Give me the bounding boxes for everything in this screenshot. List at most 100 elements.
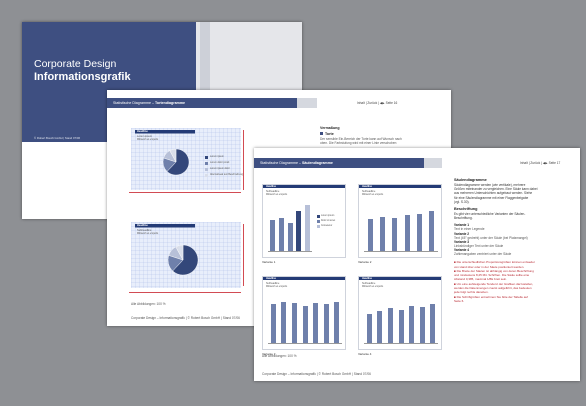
- page-number: 16: [393, 101, 398, 105]
- section-heading-saeulen: Säulendiagramme: [454, 178, 487, 182]
- nav-zurueck[interactable]: Zurück: [530, 161, 541, 165]
- bullet-list: ■ Die unterschiedlichen Proportionsgröße…: [454, 260, 576, 303]
- thumbnail-caption: Variante 4: [358, 352, 372, 356]
- text-line: aus mehreren Unterschichten aufgebaut we…: [454, 191, 533, 196]
- thumbnail-subtitle: Mittwoch et emporis: [266, 193, 288, 197]
- pie-slice: [172, 244, 199, 276]
- pie-chart-2-frame: Headline Subheadline Mittwoch et emporis: [131, 222, 241, 288]
- column-bar: [281, 301, 287, 343]
- thumbnail-subtitle: Subheadline: [266, 282, 280, 285]
- column-bar: [377, 310, 383, 343]
- thumbnail-subtitle: Subheadline: [362, 282, 376, 285]
- text-line: Es gibt vier unterschiedliche Varianten …: [454, 212, 526, 217]
- header-gray-block: [424, 158, 442, 168]
- nav-inhalt[interactable]: Inhalt: [520, 161, 528, 165]
- column-bar: [323, 304, 329, 343]
- nav-inhalt[interactable]: Inhalt: [357, 101, 365, 105]
- column-bar: [417, 214, 422, 251]
- right-column: Säulendiagramme Säulendiagramme werden (…: [454, 178, 576, 303]
- bullet-line: jede folgt rechts daneben.: [454, 290, 489, 295]
- page-nav: Inhalt | Zurück | ◀▶ Seite 17: [520, 161, 561, 165]
- thumbnail-subtitle: Mittwoch et emporis: [362, 193, 384, 197]
- thumbnail-caption: Variante 1: [262, 260, 276, 264]
- variant-title: Variante 1: [454, 223, 470, 228]
- note-text-2: oben. Die Farbstufung wird mit einer Lin…: [320, 141, 397, 145]
- thumbnail-headline-bar: [359, 277, 441, 280]
- page-footer: Corporate Design – Informationsgrafik | …: [131, 316, 240, 320]
- section-heading-beschriftung: Beschriftung: [454, 207, 478, 212]
- column-chart-page: Statistische Diagramme – Säulendiagramme…: [254, 148, 580, 381]
- column-chart-thumbnail: Headline Subheadline Mittwoch et emporis: [262, 276, 346, 350]
- column-bar: [367, 218, 373, 251]
- bullet-line: Abstand 0,385, maximal 1/8E breit sein.: [454, 277, 508, 282]
- thumbnail-headline-bar: [359, 185, 441, 188]
- variant-text: Linksbündiger Text unter der Säule: [454, 243, 504, 248]
- thumbnail-plot: [364, 293, 438, 344]
- nav-prev-icon[interactable]: ◀: [379, 101, 383, 105]
- column-bar: [334, 301, 340, 343]
- column-bar: [398, 309, 404, 343]
- thumbnail-plot: [268, 201, 312, 252]
- bullet-line: ■ Die Schriftgrößen entnehmen Sie bitte …: [454, 294, 528, 299]
- bullet-line: werden die Datenmengen zuerst aufgeführt…: [454, 286, 532, 291]
- cover-title-line1: Corporate Design: [34, 58, 117, 70]
- bullet-line: ■ Die Breite der Säulen ist abhängig von…: [454, 268, 534, 273]
- legend-label: Lorem ipsum: [321, 214, 335, 217]
- nav-prev-icon[interactable]: ◀: [542, 161, 546, 165]
- column-bar: [404, 215, 410, 251]
- legend-swatch: [317, 220, 320, 223]
- pie-chart-1-svg: [131, 128, 241, 190]
- column-bar: [419, 307, 425, 343]
- thumbnail-caption: Variante 2: [358, 260, 372, 264]
- page-header-title: Säulendiagramme: [301, 161, 333, 165]
- cover-title-line2: Informationsgrafik: [34, 71, 131, 83]
- bullet-line: ■ Um eine aufsteigende Tendenz der Grafi…: [454, 281, 534, 286]
- nav-next-icon[interactable]: ▶: [545, 161, 548, 165]
- note-title: Vermaßung: [320, 126, 340, 130]
- legend-item-1: Lorem ipsum: [210, 155, 224, 158]
- bullet-line: ■ Die unterschiedlichen Proportionsgröße…: [454, 260, 535, 265]
- variant-text: Text in einer Legende: [454, 227, 485, 232]
- column-bar: [380, 216, 385, 251]
- text-line: Größen miteinander zu vergleichen. Eine …: [454, 187, 538, 192]
- chart1-subtitle2: Mittwoch et emporis: [137, 138, 159, 141]
- legend-label: Consetetur: [321, 224, 333, 227]
- column-bar: [392, 217, 398, 251]
- pie-chart-1-frame: Headline Lorem ipsum Mittwoch et emporis…: [131, 128, 243, 190]
- pie-slice: [169, 148, 177, 163]
- measure-line-4: [129, 292, 241, 293]
- pie-slice: [175, 244, 184, 261]
- thumbnail-headline: Headline: [362, 185, 372, 188]
- thumbnail-subtitle: Subheadline: [266, 190, 280, 193]
- column-bar: [429, 211, 435, 251]
- pie-chart-2-svg: [131, 222, 241, 288]
- page-nav: Inhalt | Zurück | ◀▶ Seite 16: [357, 101, 398, 105]
- thumbnail-headline: Headline: [362, 277, 372, 280]
- column-bar: [296, 210, 302, 251]
- cover-stripe: [200, 22, 210, 142]
- nav-next-icon[interactable]: ▶: [382, 101, 385, 105]
- note-text-1: Der sensible Ein-Bereich der Torte kann …: [320, 137, 402, 141]
- bullet-line: und mindestens 8,25 Mit. Schriften. Die …: [454, 273, 530, 278]
- column-bar: [269, 219, 275, 251]
- thumbnail-caption: Variante 3: [262, 352, 276, 356]
- thumbnail-subtitle: Mittwoch et emporis: [362, 285, 384, 289]
- bullet-line: von Hand über oder in der Säule position…: [454, 264, 525, 269]
- thumbnail-headline-bar: [263, 277, 345, 280]
- variant-list: Variante 1 Text in einer Legende Variante …: [454, 223, 576, 256]
- chart2-headline: Headline: [137, 224, 148, 228]
- column-bar: [278, 217, 284, 251]
- measure-line-3: [243, 224, 244, 286]
- text-line: Beschriftung.: [454, 216, 473, 221]
- thumbnail-plot: [364, 201, 438, 252]
- text-line: für eine Säulendiagramme mit einer Flagg…: [454, 195, 529, 200]
- page-number: 17: [556, 161, 561, 165]
- thumbnail-subtitle: Subheadline: [362, 190, 376, 193]
- variant-text: Zahlenangaben zentriert unter der Säule: [454, 252, 512, 257]
- nav-zurueck[interactable]: Zurück: [367, 101, 378, 105]
- page-header-bar: Statistische Diagramme – Säulendiagramme: [254, 158, 424, 168]
- chart2-subtitle2: Mittwoch et emporis: [137, 232, 159, 235]
- legend-swatch: [317, 215, 320, 218]
- blue-square-icon: [320, 132, 323, 135]
- thumbnail-headline: Headline: [266, 277, 276, 280]
